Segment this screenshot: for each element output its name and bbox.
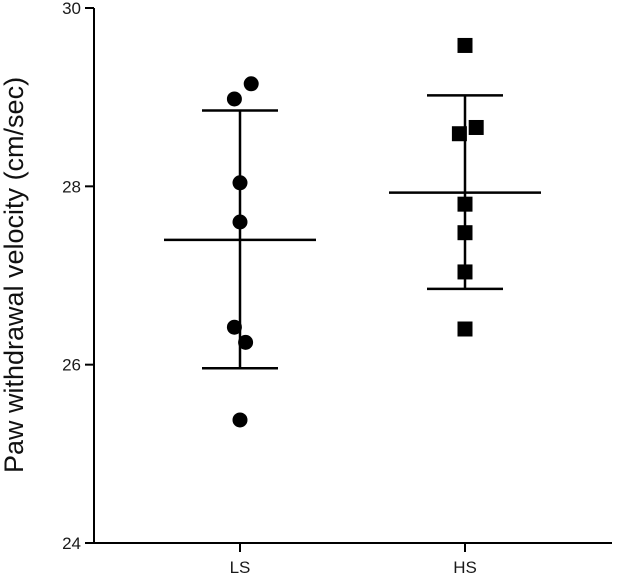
- x-tick-label: LS: [230, 558, 251, 575]
- data-point: [457, 225, 473, 241]
- data-point: [468, 119, 484, 135]
- y-tick-label: 30: [62, 0, 81, 18]
- data-point: [457, 37, 473, 53]
- data-point: [457, 321, 473, 337]
- data-point: [226, 91, 242, 107]
- data-point: [243, 76, 259, 92]
- series-ls: [164, 76, 316, 428]
- data-point: [232, 214, 248, 230]
- y-tick-label: 26: [62, 356, 81, 375]
- data-point: [232, 412, 248, 428]
- y-axis-title: Paw withdrawal velocity (cm/sec): [0, 77, 29, 473]
- data-point: [226, 319, 242, 335]
- data-point: [232, 175, 248, 191]
- data-point: [457, 196, 473, 212]
- x-tick-label: HS: [453, 558, 477, 575]
- data-point: [457, 264, 473, 280]
- chart-marks: [164, 37, 541, 428]
- y-tick-label: 28: [62, 177, 81, 196]
- data-point: [451, 126, 467, 142]
- data-point: [238, 334, 254, 350]
- series-hs: [389, 37, 541, 337]
- axes: 24 26 28 30 LS HS: [62, 0, 612, 575]
- y-tick-label: 24: [62, 534, 81, 553]
